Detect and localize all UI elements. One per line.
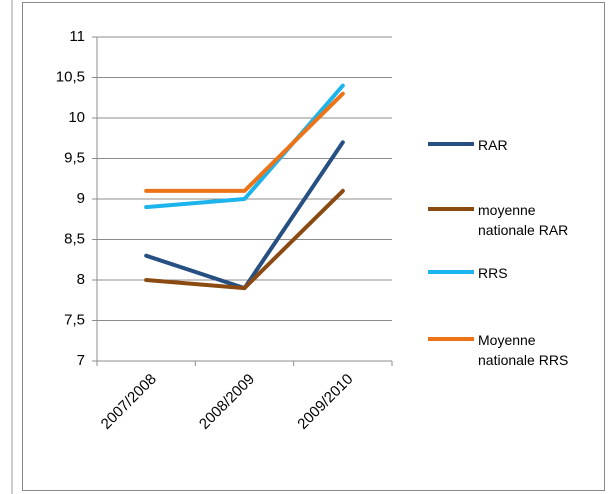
legend-swatch	[428, 337, 474, 341]
legend-label: RRS	[478, 265, 508, 281]
legend-entry: Moyenne nationale RRS	[428, 330, 598, 370]
legend-entry: moyenne nationale RAR	[428, 200, 598, 240]
x-tick-label: 2007/2008	[98, 371, 160, 433]
legend-swatch	[428, 142, 474, 146]
y-tick-label: 7	[77, 352, 85, 369]
legend-label: RAR	[478, 137, 508, 153]
x-tick-label: 2008/2009	[196, 371, 258, 433]
y-tick-label: 8	[77, 271, 85, 288]
legend-swatch	[428, 207, 474, 211]
y-tick-label: 9,5	[64, 149, 85, 166]
y-tick-label: 7,5	[64, 311, 85, 328]
series-line	[144, 188, 345, 291]
legend-entry: RRS	[428, 263, 598, 283]
y-tick-label: 10,5	[56, 68, 85, 85]
legend-label: Moyenne nationale RRS	[478, 332, 569, 368]
y-tick-label: 11	[69, 28, 85, 45]
y-tick-label: 10	[68, 109, 85, 126]
y-tick-label: 9	[77, 190, 85, 207]
x-tick-label: 2009/2010	[294, 371, 356, 433]
series-line	[144, 140, 345, 291]
legend-swatch	[428, 270, 474, 274]
y-tick-label: 8,5	[64, 230, 85, 247]
chart-border	[22, 2, 605, 491]
legend-label: moyenne nationale RAR	[478, 202, 569, 238]
legend-entry: RAR	[428, 135, 598, 155]
series-line	[144, 91, 345, 193]
